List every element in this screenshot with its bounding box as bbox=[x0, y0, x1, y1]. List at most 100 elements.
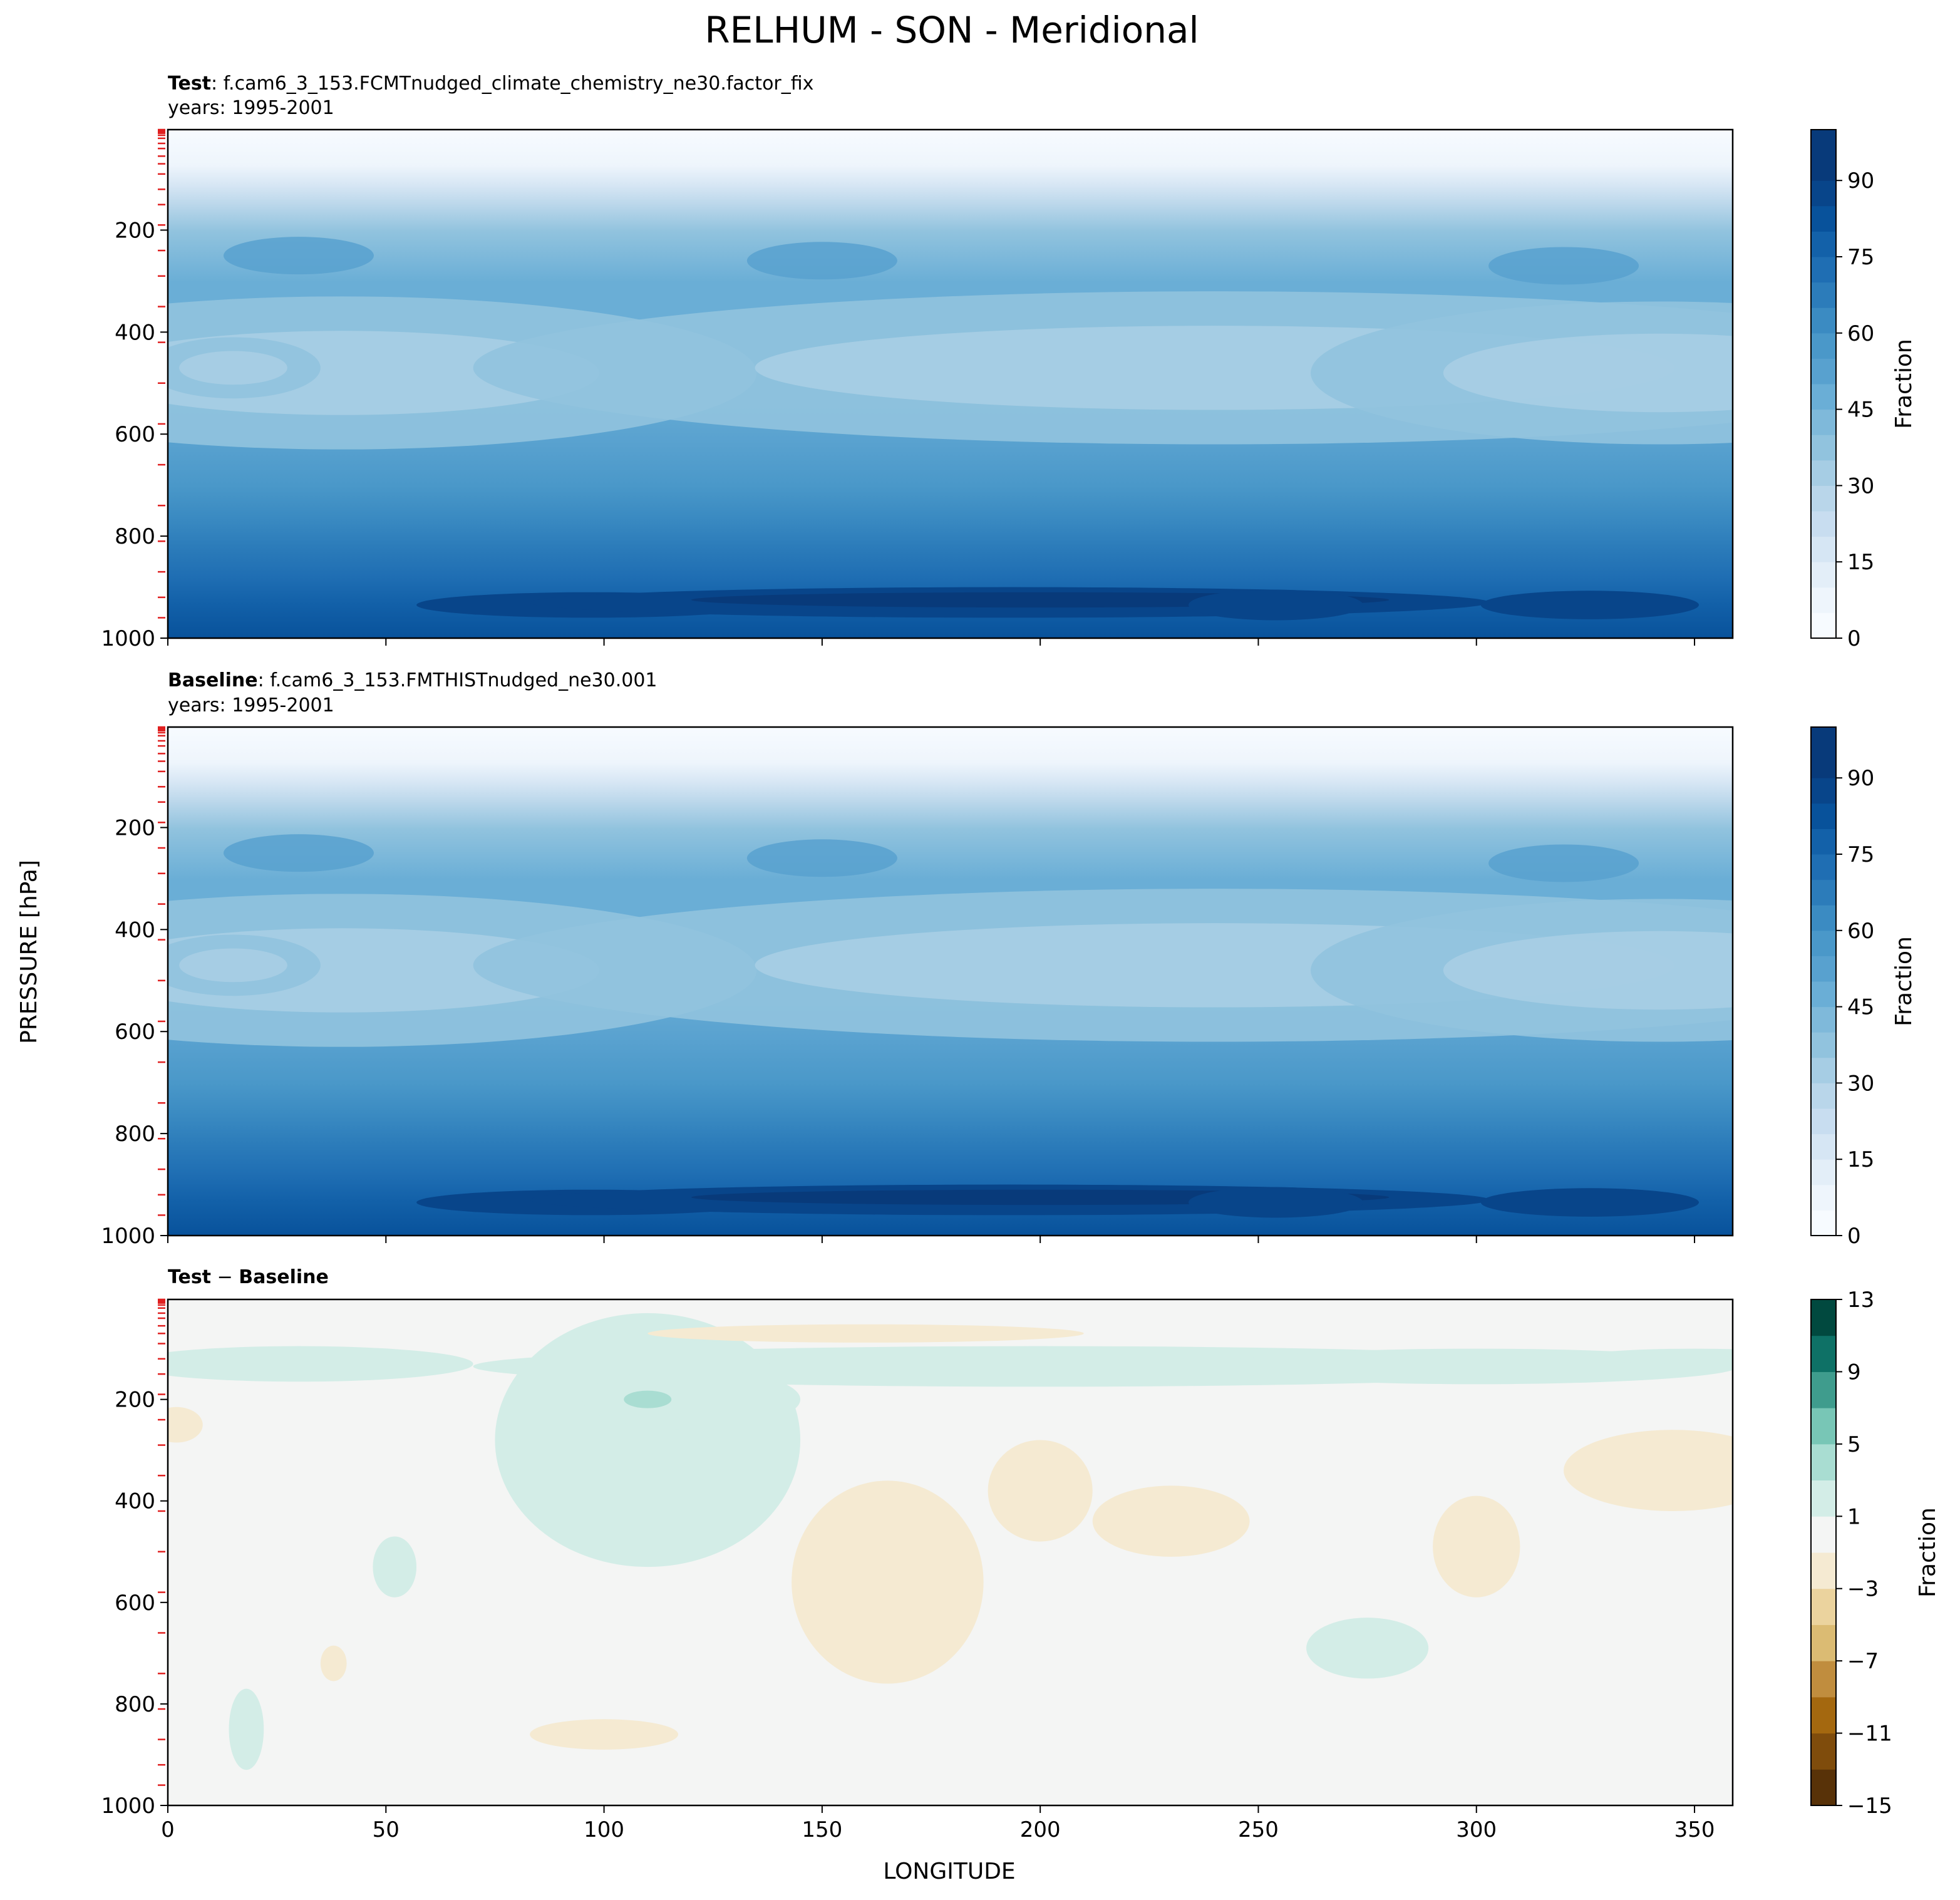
colorbar-segment bbox=[1811, 1210, 1836, 1236]
axes-frame bbox=[167, 726, 1734, 1237]
rh-dry-lobe-core bbox=[179, 351, 287, 385]
rh-moist-core bbox=[1189, 589, 1363, 621]
panel-baseline-colorbar: 0 15 30 45 60 75 90 Fraction bbox=[1810, 726, 1917, 1249]
colorbar-segment bbox=[1811, 854, 1836, 880]
colorbar-segment bbox=[1811, 358, 1836, 385]
y-axis-label: PRESSURE [hPa] bbox=[16, 860, 42, 1044]
colorbar-label: Fraction bbox=[1915, 1507, 1941, 1598]
rh-jet-band bbox=[223, 834, 374, 872]
rh-jet-band bbox=[1488, 844, 1639, 882]
y-tick-label: 1000 bbox=[101, 1794, 155, 1819]
colorbar-tick-label: 75 bbox=[1847, 842, 1874, 867]
panel-diff-title: Test − Baseline bbox=[168, 1266, 329, 1288]
diff-positive-region bbox=[229, 1688, 264, 1770]
diff-positive-region bbox=[1585, 1348, 1733, 1364]
panel-baseline-axes: 200 400 600 800 1000 bbox=[101, 726, 1734, 1249]
colorbar-tick-label: 90 bbox=[1847, 168, 1874, 194]
panel-baseline: Baseline: f.cam6_3_153.FMTHISTnudged_ne3… bbox=[101, 669, 1917, 1249]
colorbar-segment bbox=[1811, 981, 1836, 1008]
axes-frame bbox=[167, 1298, 1734, 1807]
colorbar-segment bbox=[1811, 727, 1836, 753]
x-tick-label: 200 bbox=[1020, 1817, 1061, 1842]
panel-test-title: Test: f.cam6_3_153.FCMTnudged_climate_ch… bbox=[168, 73, 813, 95]
colorbar-tick-label: 5 bbox=[1847, 1432, 1861, 1457]
x-tick-label: 100 bbox=[584, 1817, 624, 1842]
panel-test: Test: f.cam6_3_153.FCMTnudged_climate_ch… bbox=[101, 73, 1917, 651]
colorbar-frame bbox=[1810, 1299, 1837, 1806]
colorbar-segment bbox=[1811, 1371, 1836, 1408]
diff-negative-region bbox=[320, 1645, 347, 1681]
x-tick-label: 250 bbox=[1238, 1817, 1279, 1842]
rh-jet-band bbox=[746, 242, 897, 280]
diff-positive-region bbox=[168, 1346, 473, 1382]
panel-baseline-title-bold: Baseline bbox=[168, 669, 258, 691]
colorbar-segment bbox=[1811, 1733, 1836, 1770]
x-axis-label: LONGITUDE bbox=[883, 1859, 1015, 1884]
colorbar-segment bbox=[1811, 257, 1836, 283]
rh-moist-core bbox=[1480, 591, 1700, 619]
colorbar-tick-label: 13 bbox=[1847, 1288, 1874, 1313]
panel-diff-title-bold: Test bbox=[168, 1266, 211, 1288]
colorbar-segment bbox=[1811, 1083, 1836, 1109]
colorbar-segment bbox=[1811, 1443, 1836, 1481]
colorbar-segment bbox=[1811, 1408, 1836, 1445]
colorbar-segment bbox=[1811, 333, 1836, 359]
colorbar-segment bbox=[1811, 1480, 1836, 1517]
colorbar-segment bbox=[1811, 879, 1836, 906]
diff-positive-region bbox=[373, 1536, 417, 1598]
colorbar-tick-label: 9 bbox=[1847, 1360, 1861, 1385]
panel-baseline-contour-field bbox=[168, 727, 1733, 1236]
colorbar-segment bbox=[1811, 612, 1836, 639]
rh-moist-core bbox=[1480, 1188, 1700, 1217]
rh-dry-lobe-core bbox=[1443, 333, 1733, 413]
colorbar-segment bbox=[1811, 956, 1836, 982]
panel-diff: Test − Baseline 13951−3−7−11−15Fraction … bbox=[101, 1266, 1941, 1842]
panel-diff-title-sep: − bbox=[211, 1266, 239, 1288]
diff-negative-region bbox=[1092, 1485, 1250, 1557]
colorbar-segment bbox=[1811, 460, 1836, 486]
figure-title: RELHUM - SON - Meridional bbox=[704, 9, 1199, 51]
rh-jet-band bbox=[1488, 247, 1639, 285]
panel-test-title-bold: Test bbox=[168, 73, 211, 95]
colorbar-segment bbox=[1811, 384, 1836, 410]
diff-negative-region bbox=[647, 1324, 1084, 1343]
colorbar-segment bbox=[1811, 1335, 1836, 1372]
colorbar-segment bbox=[1811, 1108, 1836, 1135]
colorbar-segment bbox=[1811, 231, 1836, 257]
panel-test-subtitle: years: 1995-2001 bbox=[168, 97, 334, 119]
x-tick-label: 350 bbox=[1674, 1817, 1715, 1842]
diff-negative-region bbox=[792, 1480, 984, 1684]
colorbar-tick-label: −3 bbox=[1847, 1577, 1879, 1602]
colorbar-segment bbox=[1811, 752, 1836, 778]
axes-frame bbox=[167, 128, 1734, 639]
colorbar-segment bbox=[1811, 130, 1836, 156]
panel-diff-title-bold2: Baseline bbox=[239, 1266, 329, 1288]
colorbar-segment bbox=[1811, 562, 1836, 588]
colorbar-tick-label: 0 bbox=[1847, 626, 1861, 651]
colorbar-tick-label: −7 bbox=[1847, 1649, 1879, 1674]
colorbar-frame bbox=[1810, 129, 1837, 639]
colorbar-label: Fraction bbox=[1891, 339, 1917, 429]
colorbar-tick-label: 15 bbox=[1847, 1147, 1874, 1172]
y-tick-label: 400 bbox=[115, 917, 155, 942]
colorbar-tick-label: −11 bbox=[1847, 1722, 1892, 1747]
colorbar-segment bbox=[1811, 511, 1836, 537]
colorbar-tick-label: 45 bbox=[1847, 995, 1874, 1020]
colorbar-tick-label: 90 bbox=[1847, 766, 1874, 791]
colorbar-segment bbox=[1811, 1299, 1836, 1336]
y-tick-label: 1000 bbox=[101, 626, 155, 651]
colorbar-segment bbox=[1811, 1624, 1836, 1661]
colorbar-segment bbox=[1811, 1006, 1836, 1033]
colorbar-segment bbox=[1811, 205, 1836, 232]
panel-diff-contour-field bbox=[168, 1299, 1733, 1805]
colorbar-segment bbox=[1811, 282, 1836, 308]
colorbar-segment bbox=[1811, 930, 1836, 956]
colorbar-segment bbox=[1811, 905, 1836, 931]
x-tick-label: 50 bbox=[373, 1817, 400, 1842]
y-tick-label: 800 bbox=[115, 524, 155, 549]
y-tick-label: 200 bbox=[115, 815, 155, 840]
y-tick-label: 600 bbox=[115, 422, 155, 447]
rh-moist-core bbox=[1189, 1187, 1363, 1218]
colorbar-segment bbox=[1811, 1588, 1836, 1625]
diff-negative-region bbox=[168, 1407, 203, 1443]
